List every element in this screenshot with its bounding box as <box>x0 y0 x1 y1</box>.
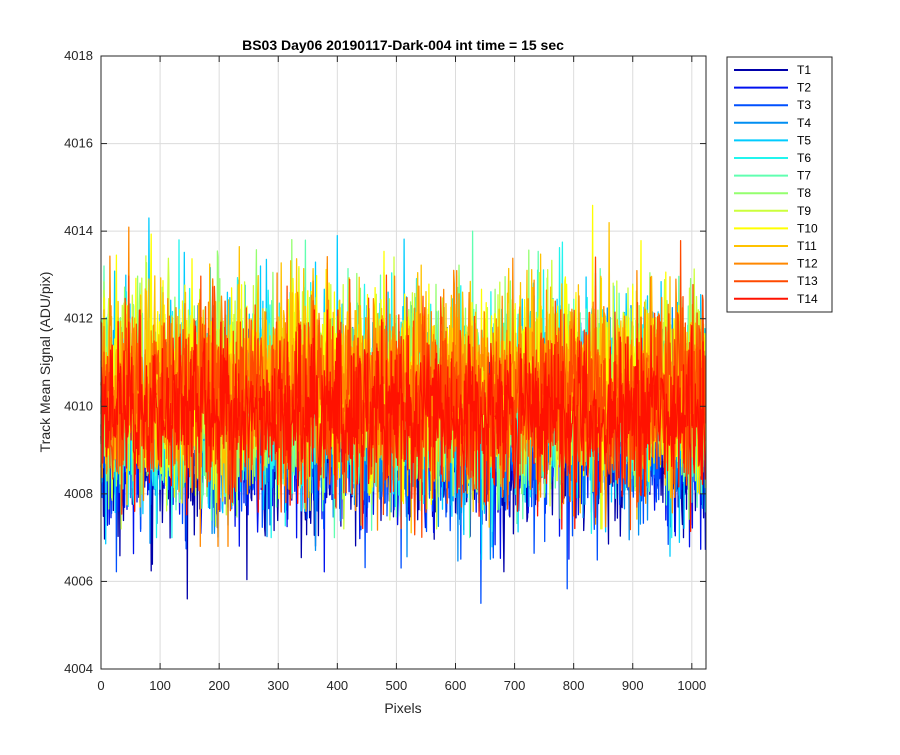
y-tick-label: 4004 <box>64 661 93 676</box>
y-axis-ticks: 4004 4006 4008 4010 4012 4014 4016 4018 <box>64 48 706 676</box>
x-tick-label: 400 <box>326 678 348 693</box>
legend-label-t14: T14 <box>797 292 818 306</box>
x-tick-label: 900 <box>622 678 644 693</box>
y-tick-label: 4006 <box>64 573 93 588</box>
legend: T1 T2 T3 T4 T5 T6 T7 T8 T9 T10 T11 T12 T13 T14 <box>726 56 833 313</box>
legend-label-t8: T8 <box>797 186 811 200</box>
legend-label-t1: T1 <box>797 63 811 77</box>
legend-label-t3: T3 <box>797 98 811 112</box>
chart-title: BS03 Day06 20190117-Dark-004 int time = … <box>242 37 564 53</box>
x-tick-label: 700 <box>504 678 526 693</box>
series-lines <box>100 204 707 604</box>
plot-border <box>100 55 707 670</box>
legend-label-t11: T11 <box>797 239 817 253</box>
x-tick-label: 300 <box>267 678 289 693</box>
x-tick-label: 1000 <box>677 678 706 693</box>
y-tick-label: 4016 <box>64 136 93 151</box>
x-tick-label: 200 <box>208 678 230 693</box>
legend-label-t12: T12 <box>797 257 818 271</box>
legend-label-t10: T10 <box>797 221 818 235</box>
y-axis-label: Track Mean Signal (ADU/pix) <box>37 272 53 453</box>
y-tick-label: 4018 <box>64 48 93 63</box>
x-axis-label: Pixels <box>384 700 421 716</box>
y-tick-label: 4008 <box>64 486 93 501</box>
legend-label-t6: T6 <box>797 151 811 165</box>
legend-label-t9: T9 <box>797 204 811 218</box>
y-tick-label: 4010 <box>64 398 93 413</box>
series-line-t14 <box>100 309 707 533</box>
y-tick-label: 4014 <box>64 223 93 238</box>
x-tick-label: 800 <box>563 678 585 693</box>
legend-label-t5: T5 <box>797 133 811 147</box>
x-tick-label: 0 <box>97 678 104 693</box>
legend-label-t7: T7 <box>797 169 811 183</box>
y-tick-label: 4012 <box>64 311 93 326</box>
legend-label-t13: T13 <box>797 274 818 288</box>
legend-label-t2: T2 <box>797 81 811 95</box>
x-tick-label: 600 <box>445 678 467 693</box>
x-tick-label: 100 <box>149 678 171 693</box>
legend-box <box>726 56 833 313</box>
legend-label-t4: T4 <box>797 116 811 130</box>
x-axis-ticks: 0 100 200 300 400 500 600 700 800 900 1000 <box>97 56 706 693</box>
x-tick-label: 500 <box>386 678 408 693</box>
